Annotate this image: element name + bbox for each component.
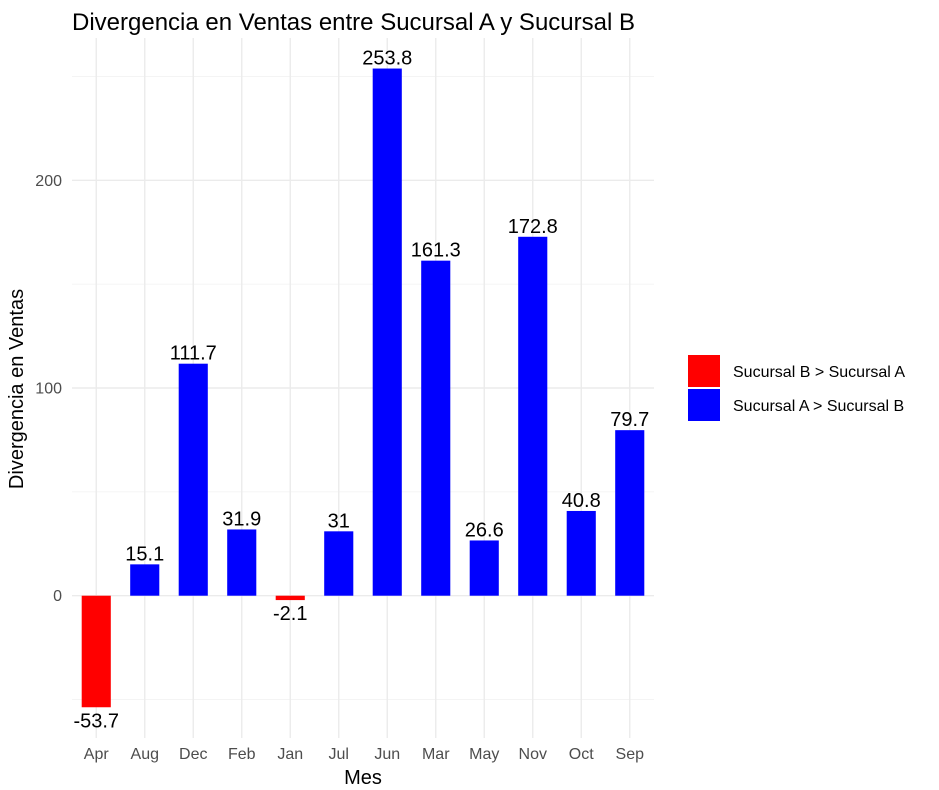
x-tick-label: Dec [179,746,207,763]
x-tick-label: Jul [329,746,349,763]
bar-value-label: -53.7 [73,710,119,732]
bar-value-label: 26.6 [465,519,504,541]
legend: Sucursal B > Sucursal A Sucursal A > Sucu… [688,355,905,421]
bar-oct [566,510,596,596]
bar-nov [518,236,548,596]
x-tick-label: Mar [422,746,450,763]
bar-value-label: 172.8 [508,216,558,238]
bar-labels: -53.7 15.1 111.7 31.9 -2.1 31 253.8 161.3 26.6 17… [73,48,649,733]
x-tick-label: Apr [84,746,110,763]
y-tick-label: 200 [35,173,62,190]
bar-value-label: 253.8 [362,48,412,70]
bar-aug [130,564,160,596]
y-tick-label: 0 [53,588,62,605]
bar-sep [615,430,645,596]
bar-value-label: 79.7 [610,409,649,431]
bar-jul [324,531,354,596]
bar-value-label: 15.1 [125,543,164,565]
bar-apr [81,595,111,708]
x-axis-title: Mes [344,767,382,789]
bar-value-label: 161.3 [411,240,461,262]
x-tick-label: Aug [131,746,159,763]
bar-jun [372,68,402,596]
y-tick-label: 100 [35,381,62,398]
grid [72,38,654,738]
legend-label: Sucursal B > Sucursal A [733,364,905,381]
bar-value-label: -2.1 [273,603,307,625]
x-tick-label: Nov [519,746,547,763]
bar-jan [275,595,305,601]
bars [81,68,645,708]
x-axis-ticks: Apr Aug Dec Feb Jan Jul Jun Mar May Nov Oct Sep [84,746,644,763]
legend-swatch [688,389,720,421]
y-axis-ticks: 0 100 200 [35,173,62,605]
bar-feb [227,529,257,596]
bar-value-label: 31 [328,510,350,532]
bar-value-label: 31.9 [222,508,261,530]
legend-label: Sucursal A > Sucursal B [733,398,904,415]
bar-value-label: 111.7 [170,343,217,365]
bar-may [469,540,499,596]
bar-dec [178,363,208,596]
x-tick-label: Sep [616,746,645,763]
y-axis-title: Divergencia en Ventas [6,289,28,489]
chart-title: Divergencia en Ventas entre Sucursal A y… [72,9,635,36]
x-tick-label: Jan [277,746,303,763]
legend-swatch [688,355,720,387]
x-tick-label: Oct [569,746,594,763]
x-tick-label: May [469,746,499,763]
x-tick-label: Jun [374,746,400,763]
bar-value-label: 40.8 [562,490,601,512]
x-tick-label: Feb [228,746,256,763]
bar-mar [421,260,451,596]
